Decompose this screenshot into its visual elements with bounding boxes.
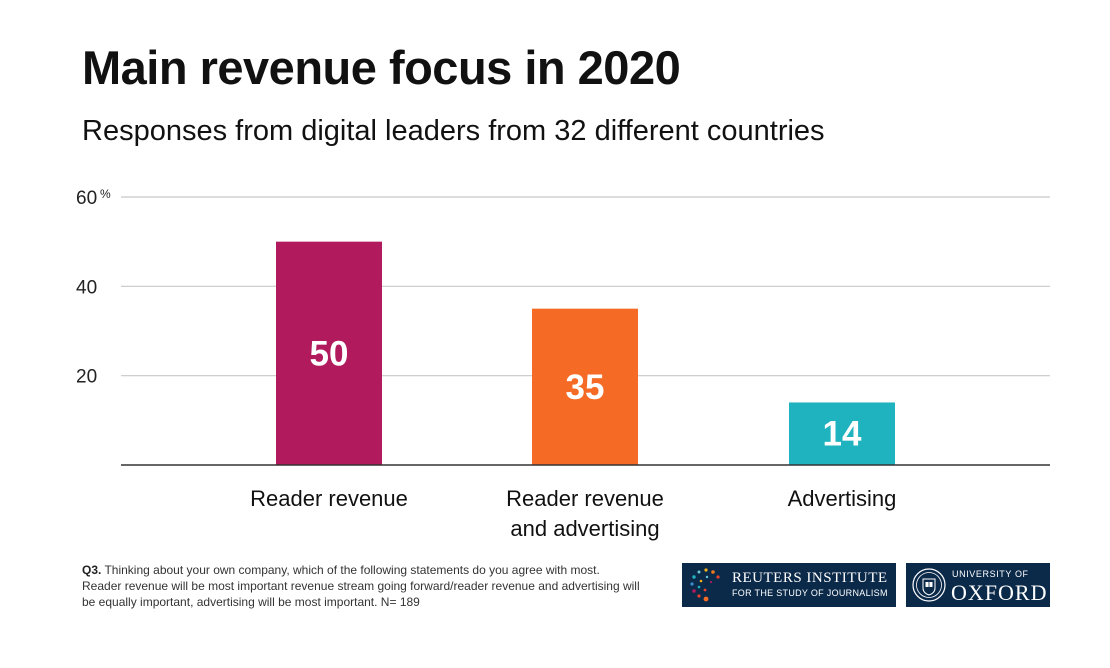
bar-data-label: 35: [566, 368, 605, 407]
x-axis: Reader revenue Reader revenue and advertis…: [250, 486, 896, 541]
x-category-label: Reader revenue: [250, 486, 408, 511]
y-tick-label: 20: [76, 367, 97, 388]
footnote-label: Q3.: [82, 563, 102, 577]
chart-title: Main revenue focus in 2020: [82, 41, 681, 94]
reuters-institute-logo: REUTERS INSTITUTE FOR THE STUDY OF JOURN…: [682, 563, 896, 607]
bar-1: [276, 241, 382, 465]
y-tick-label: 40: [76, 277, 97, 298]
oxford-crest-icon: [912, 568, 946, 602]
bar-data-label: 14: [823, 415, 862, 454]
y-axis: 20 40 60%: [76, 187, 111, 388]
bar-2: [532, 308, 638, 465]
dot-cluster-icon: [690, 568, 720, 602]
oxford-logo: UNIVERSITY OF OXFORD: [906, 563, 1050, 607]
bar-3: [789, 402, 895, 465]
y-unit-label: %: [100, 187, 111, 201]
bars: 50 35 14: [276, 241, 895, 465]
footnote-text: Thinking about your own company, which o…: [82, 563, 640, 609]
oxford-name: OXFORD: [951, 580, 1048, 605]
footnote: Q3. Thinking about your own company, whi…: [82, 562, 642, 610]
oxford-university-of: UNIVERSITY OF: [952, 569, 1029, 579]
y-tick-label: 60: [76, 188, 97, 209]
x-category-label: Reader revenue: [506, 486, 664, 511]
chart-subtitle: Responses from digital leaders from 32 d…: [82, 115, 825, 147]
x-category-label: Advertising: [788, 486, 897, 511]
reuters-institute-tagline: FOR THE STUDY OF JOURNALISM: [732, 588, 888, 598]
bar-data-label: 50: [310, 334, 349, 373]
x-category-label: and advertising: [510, 516, 659, 541]
reuters-institute-name: REUTERS INSTITUTE: [732, 570, 888, 586]
